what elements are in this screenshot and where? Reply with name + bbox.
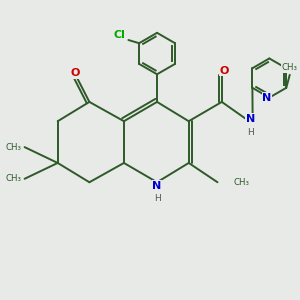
Text: CH₃: CH₃: [233, 178, 249, 187]
Text: CH₃: CH₃: [6, 174, 22, 183]
Text: N: N: [262, 93, 272, 103]
Text: N: N: [246, 114, 255, 124]
Text: N: N: [152, 181, 162, 191]
Text: O: O: [219, 66, 229, 76]
Text: Cl: Cl: [114, 29, 126, 40]
Text: O: O: [70, 68, 80, 78]
Text: CH₃: CH₃: [282, 63, 298, 72]
Text: H: H: [154, 194, 160, 203]
Text: H: H: [247, 128, 254, 136]
Text: CH₃: CH₃: [6, 142, 22, 152]
